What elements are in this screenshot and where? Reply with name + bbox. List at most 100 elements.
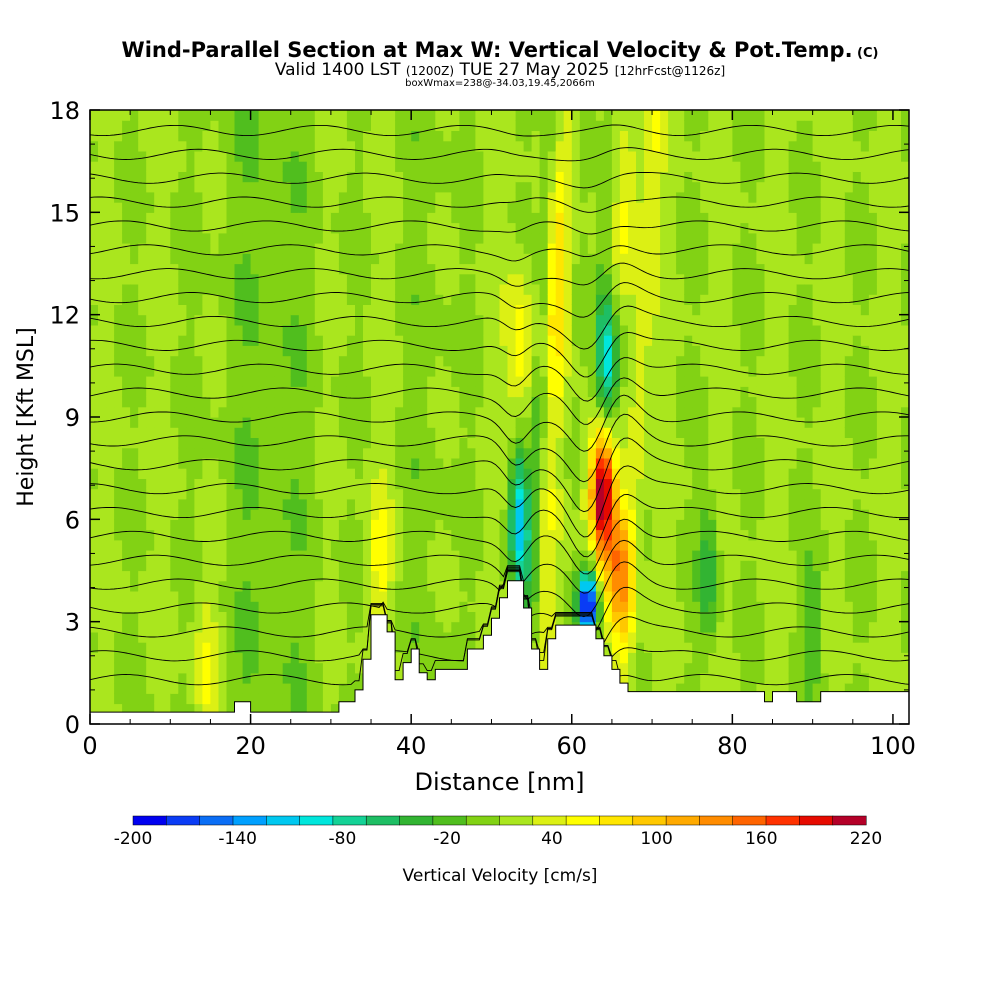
velocity-cell xyxy=(194,417,203,428)
velocity-cell xyxy=(218,570,228,582)
velocity-cell xyxy=(716,652,725,664)
velocity-cell xyxy=(178,457,187,469)
velocity-cell xyxy=(603,253,613,265)
velocity-cell xyxy=(395,539,404,551)
velocity-cell xyxy=(515,110,525,121)
velocity-cell xyxy=(306,294,316,305)
velocity-cell xyxy=(146,478,155,490)
velocity-cell xyxy=(451,212,460,224)
velocity-cell xyxy=(106,130,115,142)
velocity-cell xyxy=(483,550,492,561)
velocity-cell xyxy=(387,611,396,623)
velocity-cell xyxy=(419,509,428,520)
velocity-cell xyxy=(322,376,332,387)
velocity-cell xyxy=(298,417,308,428)
velocity-cell xyxy=(290,202,300,213)
velocity-cell xyxy=(106,447,115,459)
velocity-cell xyxy=(266,191,276,203)
velocity-cell xyxy=(531,314,541,326)
velocity-cell xyxy=(122,284,131,295)
velocity-cell xyxy=(90,120,99,131)
velocity-cell xyxy=(531,294,541,305)
velocity-cell xyxy=(660,376,669,387)
velocity-cell xyxy=(130,457,139,469)
velocity-cell xyxy=(403,365,412,377)
velocity-cell xyxy=(708,662,717,674)
velocity-cell xyxy=(90,181,99,193)
velocity-cell xyxy=(660,304,669,316)
velocity-cell xyxy=(539,580,549,592)
velocity-cell xyxy=(194,202,203,213)
velocity-cell xyxy=(363,232,372,244)
velocity-cell xyxy=(419,529,428,541)
velocity-cell xyxy=(226,447,236,459)
velocity-cell xyxy=(636,550,645,561)
velocity-cell xyxy=(595,376,605,387)
velocity-cell xyxy=(234,253,244,265)
velocity-cell xyxy=(330,110,340,121)
velocity-cell xyxy=(644,284,653,295)
velocity-cell xyxy=(531,150,541,162)
velocity-cell xyxy=(587,376,597,387)
velocity-cell xyxy=(282,611,292,623)
velocity-cell xyxy=(491,519,501,531)
velocity-cell xyxy=(202,611,211,623)
velocity-cell xyxy=(330,202,340,213)
velocity-cell xyxy=(443,294,452,305)
velocity-cell xyxy=(387,468,396,479)
velocity-cell xyxy=(242,386,252,398)
velocity-cell xyxy=(443,580,452,592)
velocity-cell xyxy=(202,693,211,705)
velocity-cell xyxy=(403,171,412,183)
velocity-cell xyxy=(138,386,147,398)
velocity-cell xyxy=(226,294,236,305)
velocity-cell xyxy=(330,263,340,275)
velocity-cell xyxy=(644,672,653,684)
velocity-cell xyxy=(154,662,163,674)
velocity-cell xyxy=(507,447,517,459)
velocity-cell xyxy=(684,222,693,234)
velocity-cell xyxy=(170,386,179,398)
velocity-cell xyxy=(603,273,613,285)
velocity-cell xyxy=(459,437,468,449)
velocity-cell xyxy=(122,417,131,428)
velocity-cell xyxy=(571,478,581,490)
velocity-cell xyxy=(531,191,541,203)
velocity-cell xyxy=(483,478,492,490)
velocity-cell xyxy=(274,365,284,377)
velocity-cell xyxy=(636,150,645,162)
velocity-cell xyxy=(314,232,324,244)
velocity-cell xyxy=(435,427,444,438)
velocity-cell xyxy=(98,386,107,398)
velocity-cell xyxy=(186,457,195,469)
velocity-cell xyxy=(274,601,284,612)
velocity-cell xyxy=(539,611,549,623)
velocity-cell xyxy=(571,601,581,612)
velocity-cell xyxy=(539,150,549,162)
velocity-cell xyxy=(154,212,163,224)
velocity-cell xyxy=(419,120,428,131)
velocity-cell xyxy=(644,181,653,193)
velocity-cell xyxy=(515,222,525,234)
velocity-cell xyxy=(700,642,709,653)
velocity-cell xyxy=(346,181,356,193)
velocity-cell xyxy=(467,478,476,490)
velocity-cell xyxy=(563,202,573,213)
velocity-cell xyxy=(154,243,163,254)
velocity-cell xyxy=(170,683,179,694)
velocity-cell xyxy=(563,519,573,531)
velocity-cell xyxy=(563,437,573,449)
velocity-cell xyxy=(660,457,669,469)
velocity-cell xyxy=(226,150,236,162)
velocity-cell xyxy=(290,693,300,705)
velocity-cell xyxy=(732,662,741,674)
velocity-cell xyxy=(138,693,147,705)
velocity-cell xyxy=(266,181,276,193)
velocity-cell xyxy=(363,345,372,357)
velocity-cell xyxy=(628,509,637,520)
velocity-cell xyxy=(154,294,163,305)
velocity-cell xyxy=(90,171,99,183)
velocity-cell xyxy=(138,396,147,408)
velocity-cell xyxy=(186,498,195,510)
velocity-cell xyxy=(346,386,356,398)
